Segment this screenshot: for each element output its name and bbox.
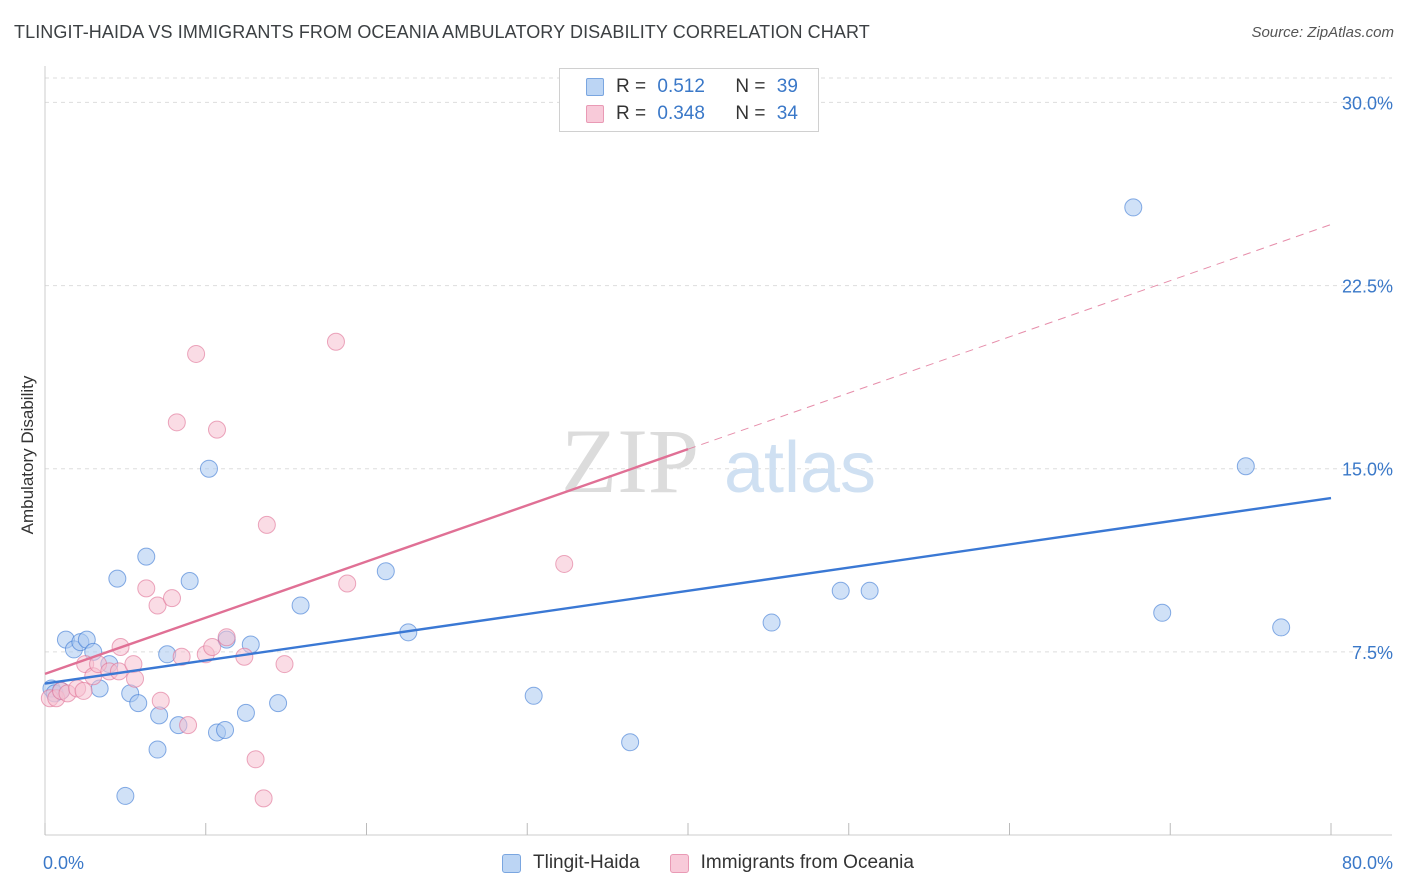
- legend-row-oceania: R = 0.348 N = 34: [586, 102, 798, 126]
- chart-source: Source: ZipAtlas.com: [1251, 24, 1394, 41]
- point-oceania: [275, 655, 294, 674]
- n-value: 39: [776, 76, 798, 97]
- point-tlingit-haida: [831, 581, 850, 600]
- point-tlingit-haida: [762, 613, 781, 632]
- point-oceania: [338, 574, 357, 593]
- point-oceania: [126, 669, 145, 688]
- n-value: 34: [776, 103, 798, 124]
- legend-swatch-blue: [586, 78, 604, 96]
- point-oceania: [74, 681, 93, 700]
- y-tick-label: 15.0%: [1342, 460, 1393, 480]
- series-legend: Tlingit-Haida Immigrants from Oceania: [502, 852, 944, 874]
- trend-line-oceania-extension: [687, 224, 1332, 450]
- watermark-atlas: atlas: [724, 428, 876, 508]
- point-oceania: [187, 344, 206, 363]
- point-tlingit-haida: [376, 562, 395, 581]
- legend-item-oceania: Immigrants from Oceania: [669, 852, 914, 874]
- legend-swatch-blue: [502, 853, 521, 873]
- r-value: 0.512: [657, 76, 705, 97]
- point-oceania: [203, 637, 222, 656]
- point-oceania: [555, 554, 574, 573]
- x-tick-label: 0.0%: [43, 853, 84, 873]
- legend-row-tlingit-haida: R = 0.512 N = 39: [586, 75, 798, 99]
- legend-swatch-pink: [586, 105, 604, 123]
- point-tlingit-haida: [148, 740, 167, 759]
- point-tlingit-haida: [236, 703, 255, 722]
- watermark-zip: ZIP: [561, 410, 699, 512]
- point-tlingit-haida: [129, 694, 148, 713]
- point-tlingit-haida: [1124, 198, 1143, 217]
- y-axis-label: Ambulatory Disability: [18, 375, 37, 535]
- point-tlingit-haida: [860, 581, 879, 600]
- trend-line-oceania: [44, 448, 689, 675]
- point-oceania: [254, 789, 273, 808]
- point-tlingit-haida: [1153, 603, 1172, 622]
- point-oceania: [151, 691, 170, 710]
- point-tlingit-haida: [524, 686, 543, 705]
- legend-item-tlingit-haida: Tlingit-Haida: [502, 852, 640, 874]
- chart-title: TLINGIT-HAIDA VS IMMIGRANTS FROM OCEANIA…: [14, 22, 870, 42]
- trend-line-tlingit-haida: [44, 496, 1332, 685]
- point-oceania: [246, 750, 265, 769]
- n-label: N =: [735, 76, 771, 97]
- gridlines: [45, 77, 1392, 653]
- point-oceania: [148, 596, 167, 615]
- r-label: R =: [616, 103, 652, 124]
- r-label: R =: [616, 76, 652, 97]
- y-tick-label: 30.0%: [1342, 93, 1393, 113]
- legend-swatch-pink: [669, 853, 689, 873]
- point-tlingit-haida: [116, 786, 135, 805]
- point-tlingit-haida: [1236, 457, 1255, 476]
- point-oceania: [179, 716, 198, 735]
- correlation-legend: R = 0.512 N = 39 R = 0.348 N = 34: [559, 68, 819, 132]
- point-oceania: [167, 413, 186, 432]
- legend-label: Tlingit-Haida: [533, 852, 640, 873]
- y-tick-label: 22.5%: [1342, 277, 1393, 297]
- point-tlingit-haida: [291, 596, 310, 615]
- point-tlingit-haida: [621, 733, 640, 752]
- trend-lines: [44, 224, 1332, 685]
- point-tlingit-haida: [137, 547, 156, 566]
- point-tlingit-haida: [269, 694, 288, 713]
- legend-label: Immigrants from Oceania: [700, 852, 914, 873]
- watermark: ZIP atlas: [561, 410, 876, 512]
- point-oceania: [326, 332, 345, 351]
- tick-labels: 7.5% 15.0% 22.5% 30.0% 0.0% 80.0%: [43, 93, 1393, 873]
- point-oceania: [172, 647, 191, 666]
- r-value: 0.348: [657, 103, 705, 124]
- point-oceania: [137, 579, 156, 598]
- y-tick-label: 7.5%: [1352, 643, 1393, 663]
- point-tlingit-haida: [108, 569, 127, 588]
- point-oceania: [217, 628, 236, 647]
- point-oceania: [208, 420, 227, 439]
- point-oceania: [162, 589, 181, 608]
- point-tlingit-haida: [216, 720, 235, 739]
- point-tlingit-haida: [1272, 618, 1291, 637]
- point-oceania: [257, 515, 276, 534]
- x-tick-label: 80.0%: [1342, 853, 1393, 873]
- axes: [44, 66, 1392, 836]
- point-tlingit-haida: [180, 572, 199, 591]
- n-label: N =: [735, 103, 771, 124]
- point-tlingit-haida: [199, 459, 218, 478]
